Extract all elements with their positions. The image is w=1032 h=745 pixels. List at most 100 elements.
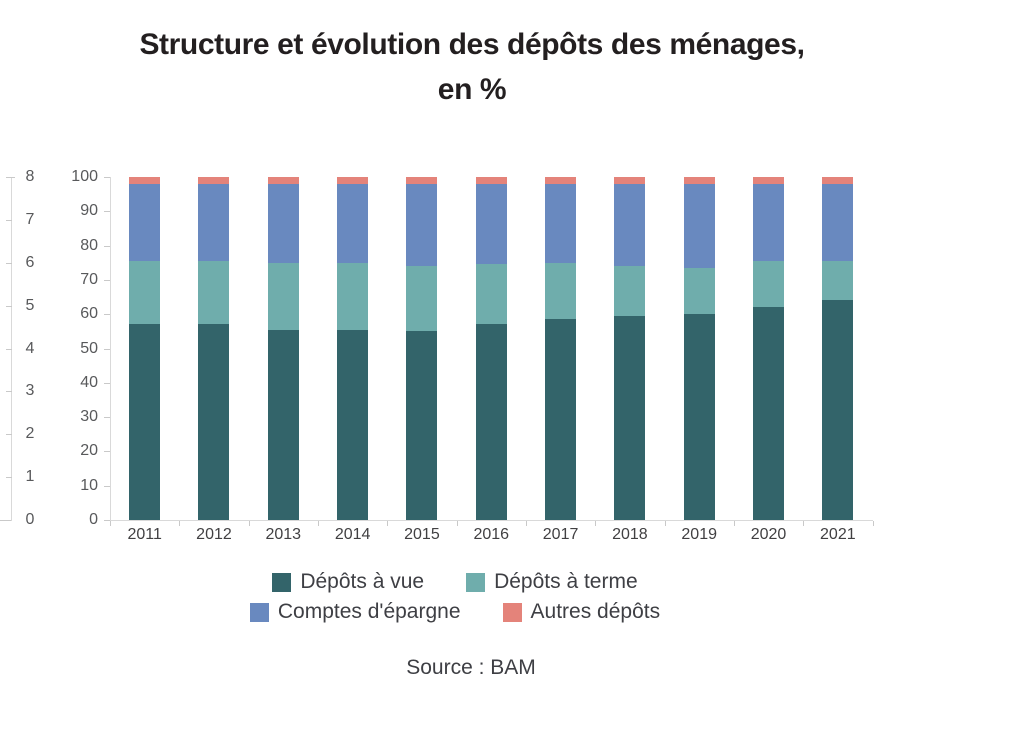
x-category-label: 2017	[542, 526, 579, 543]
bar-segment	[129, 177, 161, 184]
chart-title-line2: en %	[437, 73, 507, 106]
bar-segment	[129, 324, 161, 520]
legend-item: Comptes d'épargne	[249, 600, 461, 624]
secondary-y-tick-label: 3	[25, 382, 35, 400]
bar-segment	[198, 261, 230, 325]
x-category-label: 2011	[127, 526, 162, 543]
x-axis-tick	[872, 521, 874, 526]
bar-segment	[406, 183, 438, 267]
chart-legend: Dépôts à vue Dépôts à terme Comptes d'épa…	[0, 570, 910, 624]
legend-label: Comptes d'épargne	[277, 600, 461, 623]
secondary-y-tick-label: 4	[25, 339, 35, 357]
secondary-y-tick	[0, 520, 11, 521]
secondary-y-tick	[6, 391, 12, 393]
primary-y-tick-label: 10	[80, 476, 98, 494]
bar-segment	[337, 329, 369, 520]
bar-segment	[475, 324, 507, 520]
bar-segment	[198, 177, 230, 184]
primary-y-tick	[104, 177, 110, 178]
x-category-label: 2013	[265, 526, 302, 543]
legend-item: Dépôts à terme	[466, 570, 638, 594]
bar-segment	[267, 183, 299, 263]
bar-segment	[614, 183, 646, 267]
bar-segment	[545, 177, 577, 184]
bar-segment	[198, 324, 230, 520]
legend-label: Dépôts à vue	[300, 570, 425, 593]
secondary-y-tick	[6, 305, 12, 307]
bar-segment	[475, 264, 507, 325]
bar-segment	[267, 262, 299, 330]
secondary-y-tick	[6, 177, 15, 178]
primary-y-tick	[104, 245, 110, 247]
bar-segment	[753, 261, 785, 308]
source-label: Source : BAM	[406, 656, 536, 679]
legend-row-2: Comptes d'épargne Autres dépôts	[249, 600, 660, 624]
x-axis-tick	[664, 521, 666, 526]
x-category-label: 2012	[196, 526, 232, 543]
bar-segment	[198, 183, 230, 262]
x-axis-tick	[456, 521, 458, 526]
secondary-y-tick-label: 1	[25, 468, 35, 486]
bar-segment	[822, 183, 854, 262]
secondary-y-tick-label: 6	[25, 253, 35, 271]
chart-title-line1: Structure et évolution des dépôts des mé…	[139, 28, 805, 61]
bar-segment	[337, 183, 369, 263]
secondary-y-tick-label: 0	[25, 511, 35, 528]
bar-segment	[614, 266, 646, 316]
secondary-y-tick	[6, 219, 12, 221]
secondary-y-tick-label: 8	[25, 168, 35, 185]
legend-item: Autres dépôts	[502, 600, 660, 624]
secondary-y-tick	[6, 348, 12, 350]
bar-segment	[406, 266, 438, 332]
bar-segment	[822, 177, 854, 184]
bar-segment	[406, 331, 438, 520]
secondary-y-tick	[6, 434, 12, 436]
bar-segment	[475, 183, 507, 265]
x-category-label: 2016	[473, 526, 510, 543]
legend-row-1: Dépôts à vue Dépôts à terme	[272, 570, 638, 594]
x-axis-tick	[595, 521, 597, 526]
primary-y-tick-label: 100	[71, 168, 98, 185]
primary-y-tick	[104, 211, 110, 213]
bar-segment	[545, 319, 577, 520]
primary-y-tick-label: 50	[80, 339, 98, 357]
bar-segment	[337, 177, 369, 184]
bar-segment	[683, 267, 715, 315]
bar-segment	[753, 183, 785, 262]
bar-segment	[683, 314, 715, 520]
bar-segment	[614, 177, 646, 184]
legend-swatch	[502, 602, 522, 622]
primary-y-tick	[104, 348, 110, 350]
secondary-y-tick	[6, 262, 12, 264]
primary-y-axis-line	[110, 177, 111, 521]
x-axis-line	[110, 520, 873, 521]
x-axis-tick	[803, 521, 805, 526]
bar-segment	[614, 315, 646, 520]
legend-swatch	[466, 572, 486, 592]
bar-segment	[683, 177, 715, 184]
bar-segment	[545, 262, 577, 320]
x-axis-tick	[525, 521, 527, 526]
x-category-label: 2014	[334, 526, 371, 543]
x-category-label: 2018	[612, 526, 648, 543]
primary-y-tick-label: 80	[80, 236, 98, 254]
x-axis-tick	[387, 521, 389, 526]
primary-y-tick	[104, 520, 110, 521]
primary-y-tick	[104, 451, 110, 453]
primary-y-tick-label: 70	[80, 270, 98, 288]
bar-segment	[753, 307, 785, 520]
bar-segment	[545, 183, 577, 263]
primary-y-tick	[104, 382, 110, 384]
primary-y-tick	[104, 485, 110, 487]
x-axis-tick	[179, 521, 181, 526]
primary-y-tick-label: 20	[80, 442, 98, 460]
bar-segment	[129, 183, 161, 262]
primary-y-tick	[104, 314, 110, 316]
secondary-y-tick-label: 5	[25, 296, 35, 314]
primary-y-tick-label: 30	[80, 408, 98, 426]
primary-y-tick-label: 90	[80, 202, 98, 220]
bar-segment	[475, 177, 507, 184]
x-axis-tick	[733, 521, 735, 526]
primary-y-tick	[104, 417, 110, 419]
